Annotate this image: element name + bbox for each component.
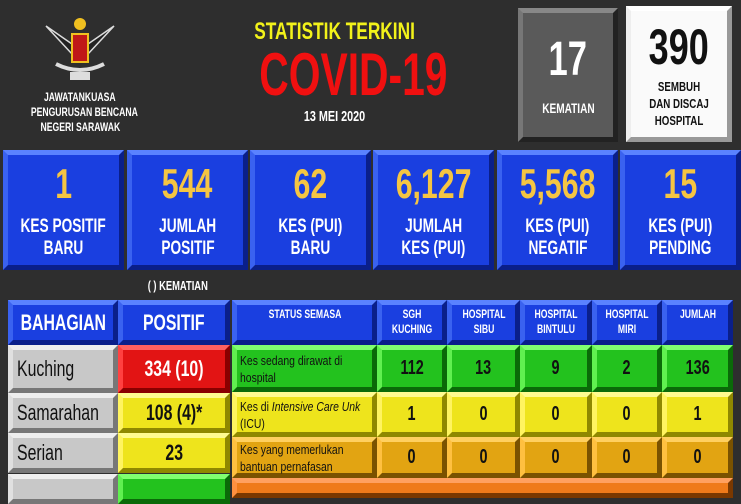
stat-value: 544 — [162, 160, 213, 207]
recovered-label: SEMBUH DAN DISCAJ HOSPITAL — [649, 78, 709, 128]
recovered-value: 390 — [648, 18, 710, 75]
hospital-cell: 0 — [520, 437, 592, 478]
org-name-line1: JAWATANKUASA — [44, 90, 116, 104]
deaths-legend-note: ( ) KEMATIAN — [147, 278, 209, 293]
status-label: Kes yang memerlukan bantuan pernafasan — [232, 437, 377, 478]
division-positive: 23 — [118, 433, 230, 473]
next-row-status — [232, 478, 733, 498]
division-positive: 108 (4)* — [118, 393, 230, 433]
hospital-cell: 1 — [377, 392, 447, 437]
sarawak-coat-of-arms-logo — [42, 14, 118, 82]
hospital-header: JUMLAH — [662, 300, 733, 345]
hospital-cell: 0 — [447, 437, 520, 478]
subtitle: STATISTIK TERKINI — [254, 18, 416, 45]
report-date: 13 MEI 2020 — [304, 108, 366, 125]
deaths-box: 17 KEMATIAN — [518, 8, 618, 142]
stat-box: 544 JUMLAH POSITIF — [127, 150, 248, 270]
division-positive: 334 (10) — [118, 345, 230, 393]
hospital-header: HOSPITAL MIRI — [592, 300, 662, 345]
stat-box: 1 KES POSITIF BARU — [3, 150, 124, 270]
hospital-cell: 136 — [662, 345, 733, 392]
stat-label: KES (PUI) BARU — [278, 216, 343, 259]
deaths-value: 17 — [548, 33, 588, 86]
status-label: Kes di Intensive Care Unk (ICU) — [232, 392, 377, 437]
deaths-label: KEMATIAN — [541, 100, 595, 116]
stat-box: 6,127 JUMLAH KES (PUI) — [373, 150, 494, 270]
stat-value: 6,127 — [395, 160, 472, 207]
stat-value: 1 — [55, 160, 72, 207]
hospital-cell: 112 — [377, 345, 447, 392]
hospital-header: STATUS SEMASA — [232, 300, 377, 345]
hospital-cell: 0 — [520, 392, 592, 437]
stat-box: 15 KES (PUI) PENDING — [620, 150, 741, 270]
hospital-cell: 2 — [592, 345, 662, 392]
hospital-cell: 1 — [662, 392, 733, 437]
hospital-cell: 0 — [447, 392, 520, 437]
stat-label: KES POSITIF BARU — [20, 216, 107, 259]
hospital-cell: 0 — [662, 437, 733, 478]
hospital-cell: 13 — [447, 345, 520, 392]
next-row-positive — [118, 474, 230, 504]
stat-box: 5,568 KES (PUI) NEGATIF — [497, 150, 618, 270]
division-name: Serian — [8, 433, 118, 473]
status-label: Kes sedang dirawat di hospital — [232, 345, 377, 392]
stat-value: 15 — [663, 160, 698, 207]
hospital-cell: 0 — [592, 437, 662, 478]
hospital-header: HOSPITAL BINTULU — [520, 300, 592, 345]
division-name: Kuching — [8, 345, 118, 393]
hospital-cell: 0 — [592, 392, 662, 437]
division-name: Samarahan — [8, 393, 118, 433]
org-name-line2: PENGURUSAN BENCANA — [30, 105, 138, 119]
stat-value: 5,568 — [519, 160, 596, 207]
header-division: BAHAGIAN — [8, 300, 118, 345]
stat-label: JUMLAH POSITIF — [158, 216, 216, 259]
stat-box: 62 KES (PUI) BARU — [250, 150, 371, 270]
header-positive: POSITIF — [118, 300, 230, 345]
hospital-cell: 9 — [520, 345, 592, 392]
hospital-header: HOSPITAL SIBU — [447, 300, 520, 345]
page-title: COVID-19 — [259, 41, 448, 108]
hospital-header: SGH KUCHING — [377, 300, 447, 345]
stat-value: 62 — [293, 160, 328, 207]
stat-label: JUMLAH KES (PUI) — [401, 216, 466, 259]
stat-label: KES (PUI) NEGATIF — [525, 216, 590, 259]
hospital-cell: 0 — [377, 437, 447, 478]
next-row-division — [8, 474, 118, 504]
stat-label: KES (PUI) PENDING — [648, 216, 713, 259]
org-name-line3: NEGERI SARAWAK — [40, 120, 120, 134]
recovered-box: 390 SEMBUH DAN DISCAJ HOSPITAL — [626, 6, 732, 142]
